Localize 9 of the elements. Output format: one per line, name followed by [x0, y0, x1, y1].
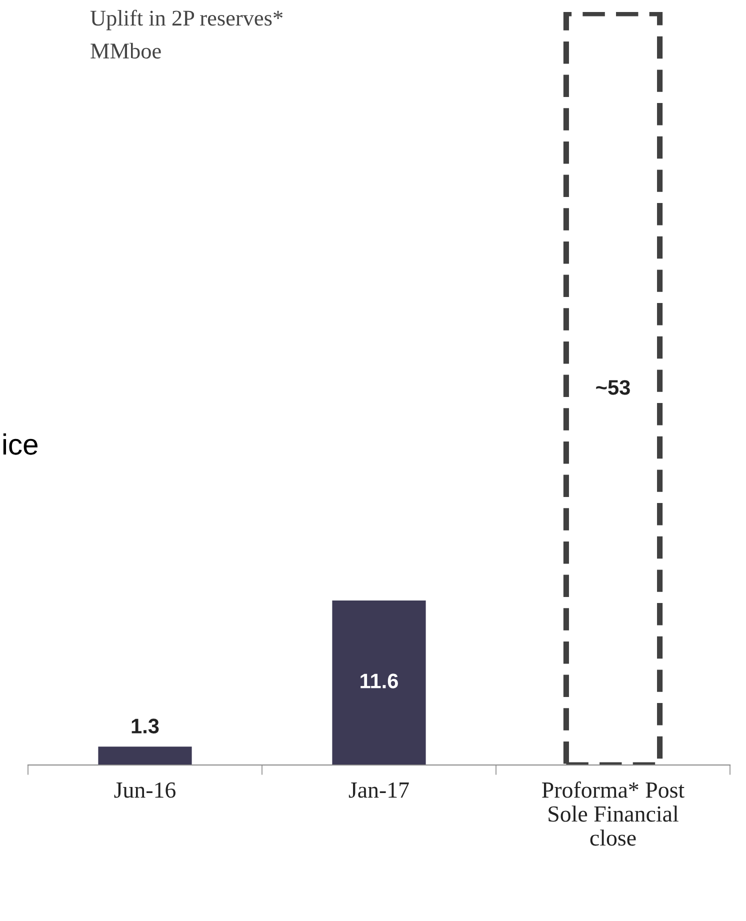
- text: MMboe: [90, 42, 161, 59]
- data-label: ~53: [596, 380, 630, 395]
- x-tick-label: Jun-16: [114, 782, 176, 798]
- x-tick-label: Jan-17: [348, 782, 409, 798]
- data-label: 1.3: [132, 718, 159, 734]
- x-tick-label: Proforma* Post Sole Financial close: [542, 781, 684, 846]
- annotation: ice: [3, 433, 38, 455]
- data-label: 11.6: [360, 674, 398, 688]
- chart-title: Uplift in 2P reserves*: [90, 10, 283, 30]
